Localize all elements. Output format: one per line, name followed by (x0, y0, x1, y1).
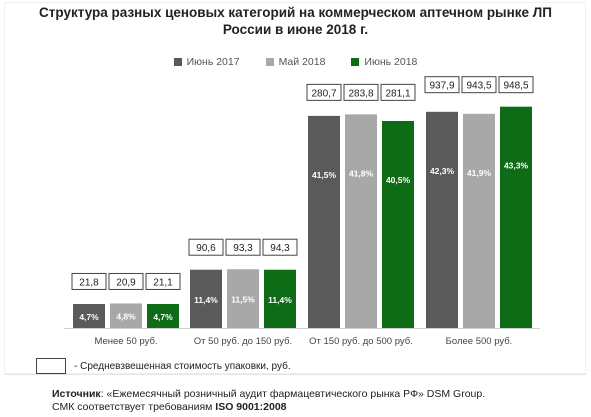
bar-s3-c2 (264, 269, 296, 328)
legend-swatch-s1 (173, 58, 182, 66)
price-label-s3-c4: 948,5 (503, 81, 528, 92)
legend-swatch-s3 (351, 58, 360, 66)
data-label-s1-c2: 11,4% (194, 295, 218, 305)
data-label-s3-c4: 43,3% (504, 161, 529, 171)
price-box-s3-c3 (380, 83, 416, 101)
legend-item-s3: Июнь 2018 (351, 56, 417, 68)
price-label-s1-c1: 21,8 (79, 277, 99, 288)
source: Источник: «Ежемесячный розничный аудит ф… (52, 388, 485, 414)
category-label-4: Более 500 руб. (446, 336, 513, 347)
data-label-s3-c3: 40,5% (386, 175, 411, 185)
data-label-s2-c1: 4,8% (116, 312, 136, 322)
data-label-s1-c1: 4,7% (79, 312, 99, 322)
note-text: - Средневзвешенная стоимость упаковки, р… (74, 360, 291, 372)
price-label-s2-c1: 20,9 (116, 277, 136, 288)
price-box-s2-c1 (108, 272, 144, 290)
chart-title: Структура разных ценовых категорий на ко… (0, 4, 591, 38)
legend-swatch-s2 (265, 58, 274, 66)
price-box-s1-c4 (424, 76, 460, 94)
price-label-s3-c2: 94,3 (270, 243, 290, 254)
bar-s2-c4 (463, 113, 495, 328)
price-box-s3-c1 (145, 272, 181, 290)
bar-s3-c1 (147, 303, 179, 328)
data-label-s1-c3: 41,5% (312, 170, 337, 180)
data-label-s1-c4: 42,3% (430, 166, 455, 176)
price-box-s1-c2 (188, 238, 224, 256)
category-label-3: От 150 руб. до 500 руб. (309, 336, 413, 347)
data-label-s3-c2: 11,4% (268, 295, 292, 305)
source-line2-bold: ISO 9001:2008 (215, 401, 287, 413)
price-box-s2-c3 (343, 83, 379, 101)
title-line-2: России в июне 2018 г. (222, 22, 369, 37)
data-label-s2-c4: 41,9% (467, 168, 492, 178)
bar-chart: 4,7% 4,8% 4,7% 21,8 20,9 21,1 Менее 50 руб. 11,… (64, 76, 540, 347)
price-box-s2-c4 (461, 76, 497, 94)
price-box-s1-c1 (71, 272, 107, 290)
price-label-s2-c4: 943,5 (466, 81, 491, 92)
title-line-1: Структура разных ценовых категорий на ко… (39, 5, 552, 20)
price-label-s1-c3: 280,7 (311, 88, 336, 99)
category-label-2: От 50 руб. до 150 руб. (194, 336, 292, 347)
bar-s2-c1 (110, 303, 142, 328)
bar-s2-c3 (345, 114, 377, 328)
legend-label-s2: Май 2018 (278, 56, 326, 68)
price-label-s3-c1: 21,1 (153, 277, 173, 288)
legend-note: - Средневзвешенная стоимость упаковки, р… (36, 358, 291, 374)
price-label-s2-c3: 283,8 (348, 88, 373, 99)
bar-s1-c1 (73, 303, 105, 328)
price-label-s2-c2: 93,3 (233, 243, 253, 254)
price-label-s1-c4: 937,9 (429, 81, 454, 92)
price-box-s1-c3 (306, 83, 342, 101)
bar-s2-c2 (227, 269, 259, 328)
price-label-s3-c3: 281,1 (385, 88, 410, 99)
price-box-s3-c4 (498, 76, 534, 94)
source-label: Источник (52, 388, 101, 400)
data-label-s2-c2: 11,5% (231, 295, 255, 305)
bar-s3-c3 (382, 121, 414, 328)
legend-item-s1: Июнь 2017 (173, 56, 240, 68)
data-label-s3-c1: 4,7% (153, 312, 173, 322)
bar-s1-c3 (308, 115, 340, 328)
source-line2-prefix: СМК соответствует требованиям (52, 401, 216, 413)
price-box-sample (36, 358, 66, 374)
price-label-s1-c2: 90,6 (196, 243, 216, 254)
legend-label-s1: Июнь 2017 (186, 56, 240, 68)
legend-label-s3: Июнь 2018 (364, 56, 418, 68)
legend-item-s2: Май 2018 (265, 56, 326, 68)
data-label-s2-c3: 41,8% (349, 168, 374, 178)
legend: Июнь 2017 Май 2018 Июнь 2018 (0, 56, 591, 68)
source-text: : «Ежемесячный розничный аудит фармацевт… (100, 388, 486, 400)
price-box-s2-c2 (225, 238, 261, 256)
price-box-s3-c2 (262, 238, 298, 256)
bar-s1-c4 (426, 111, 458, 328)
bar-s3-c4 (500, 106, 532, 328)
category-label-1: Менее 50 руб. (94, 336, 157, 347)
bar-s1-c2 (190, 269, 222, 328)
